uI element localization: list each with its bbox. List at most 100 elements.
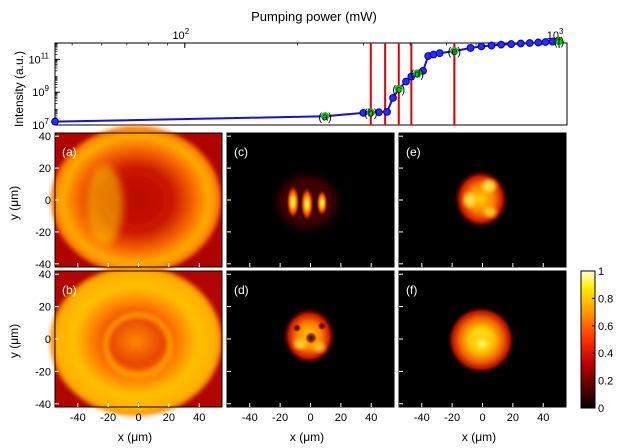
panel-e-blob: [453, 169, 509, 229]
y-tick-label: 0: [45, 334, 51, 346]
panel-d-hole-2: [293, 324, 301, 332]
panel-b-inner-ring: [103, 312, 173, 378]
x-tick-label: 40: [365, 412, 377, 424]
marker-label-3: (c): [392, 84, 405, 96]
series-line-1: [54, 40, 560, 123]
marker-dot-1: [321, 112, 330, 121]
panel-d-label: (d): [234, 283, 249, 297]
data-point: [402, 77, 410, 86]
y-tick-label: 0: [45, 195, 51, 207]
data-point: [497, 40, 505, 49]
y-axis-label-row2: y (μm): [7, 324, 21, 358]
data-point: [516, 39, 525, 48]
data-point: [507, 40, 516, 48]
x-tick-label: -40: [414, 412, 430, 424]
y-tick-label: 40: [39, 131, 51, 143]
marker-dot-6: [555, 37, 564, 46]
panel-e-spot-2: [464, 193, 476, 207]
panel-d-hole-3: [318, 322, 326, 330]
heatmap-axes: -40 -20 0 20 40 -40 -20 0 20 40 -40 -20 0 20 40 -40 -20 0…: [35, 131, 567, 424]
panel-e: (e): [399, 133, 566, 267]
data-point: [51, 117, 59, 126]
panel-a-label: (a): [62, 145, 77, 159]
colorbar-gradient: [580, 270, 596, 409]
data-point: [383, 107, 391, 116]
panel-f-hotspot: [468, 332, 496, 356]
x-axis-label-col1: x (μm): [118, 430, 152, 444]
marker-label-5: (e): [448, 46, 461, 58]
marker-dot-3: [394, 84, 403, 93]
x-axis-label-col2: x (μm): [290, 430, 324, 444]
panel-c-lobe-mid: [300, 186, 314, 222]
y-tick-label: -20: [35, 227, 51, 239]
y-axis-label: Intensity (a.u.): [12, 51, 26, 127]
x-tick-label: 0: [135, 412, 141, 424]
panel-c: (c): [227, 133, 394, 267]
y-tick-label: 20: [39, 302, 51, 314]
data-point: [407, 72, 416, 81]
chart-title: Pumping power (mW): [251, 9, 377, 24]
x-tick-label: 0: [479, 412, 485, 424]
y-tick-label: -40: [35, 399, 51, 411]
data-point: [466, 44, 475, 52]
panel-d-center-hole: [305, 332, 317, 344]
colorbar-tick-label: 1: [598, 266, 604, 278]
data-point: [477, 42, 486, 51]
x-tick-label: -20: [444, 412, 460, 424]
panel-c-lobe-right: [316, 189, 328, 217]
colorbar-tick-label: 0.6: [598, 321, 613, 333]
marker-label-1: (a): [318, 111, 331, 123]
x-tick-label: -40: [70, 412, 86, 424]
data-point: [429, 50, 438, 59]
data-point: [359, 108, 368, 117]
x-tick-label: 0: [307, 412, 313, 424]
marker-label-6: (f): [554, 36, 564, 48]
x-tick-label: -20: [100, 412, 116, 424]
colorbar: 1 0.8 0.6 0.4 0.2 0: [580, 266, 613, 415]
data-point: [374, 108, 383, 117]
data-point: [389, 93, 397, 102]
panel-a: (a): [51, 126, 222, 274]
panel-d: (d): [227, 271, 394, 407]
y-axis-label-row1: y (μm): [7, 186, 21, 220]
x-tick-label: -40: [242, 412, 258, 424]
data-point: [541, 38, 550, 46]
x-tick-label-1: 102: [172, 27, 189, 42]
panel-d-petal-2: [313, 342, 325, 352]
x-tick-label: 20: [163, 412, 175, 424]
panel-e-spot-1: [482, 180, 496, 192]
panel-b-label: (b): [62, 283, 77, 297]
x-axis-label-col3: x (μm): [462, 430, 496, 444]
marker-dot-2: [366, 108, 375, 117]
marker-label-4: (d): [411, 68, 424, 80]
power-chart: Pumping power (mW) Intensity (a.u.) 107 1…: [12, 9, 568, 132]
data-point: [525, 39, 534, 47]
panel-a-bright-arc: [87, 165, 123, 245]
marker-label-2: (b): [364, 107, 377, 119]
panel-c-lobe-left: [286, 184, 300, 220]
y-tick-label-3: 1011: [28, 51, 49, 66]
marker-dot-5: [450, 47, 459, 56]
colorbar-ticks: 1 0.8 0.6 0.4 0.2 0: [592, 266, 613, 415]
y-tick-label: -20: [35, 366, 51, 378]
colorbar-tick-label: 0.4: [598, 348, 613, 360]
colorbar-tick-label: 0.8: [598, 293, 613, 305]
x-tick-label: 20: [335, 412, 347, 424]
x-tick-label: 20: [507, 412, 519, 424]
y-tick-label-1: 107: [32, 117, 49, 132]
heatmap-grid: y (μm) y (μm) x (μm) x (μm) x (μm) (a) (…: [7, 126, 567, 444]
panel-d-petal-1: [294, 339, 306, 349]
data-point: [487, 41, 496, 50]
y-tick-label: -40: [35, 259, 51, 271]
x-tick-label: 40: [537, 412, 549, 424]
panel-e-label: (e): [406, 145, 421, 159]
data-point: [435, 49, 444, 58]
x-tick-label: 40: [193, 412, 205, 424]
panel-e-spot-3: [484, 207, 496, 217]
marker-dot-4: [413, 69, 422, 78]
panel-b-ring: [50, 266, 222, 416]
x-tick-label: -20: [272, 412, 288, 424]
panel-a-ring: [51, 126, 221, 274]
